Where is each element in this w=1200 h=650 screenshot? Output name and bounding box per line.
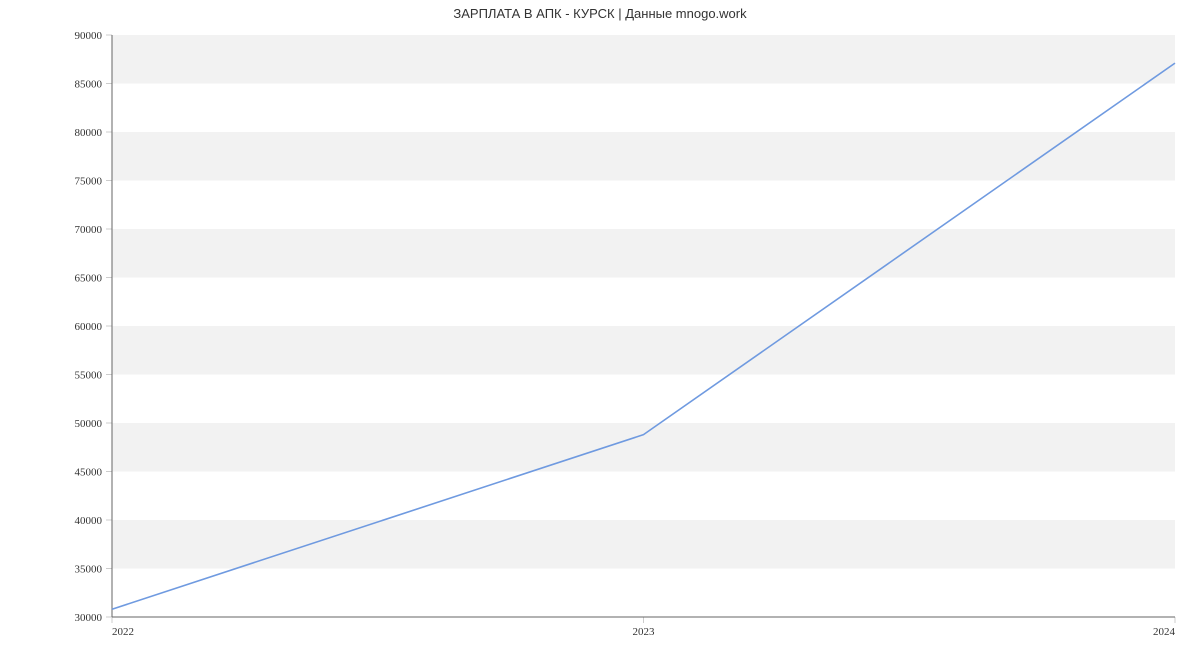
y-tick-label: 85000 — [75, 79, 103, 91]
y-tick-label: 50000 — [75, 418, 103, 430]
y-tick-label: 55000 — [75, 370, 103, 382]
y-tick-label: 45000 — [75, 467, 103, 479]
y-tick-label: 65000 — [75, 273, 103, 285]
x-tick-label: 2024 — [1153, 626, 1176, 638]
y-tick-label: 80000 — [75, 127, 103, 139]
y-tick-label: 35000 — [75, 564, 103, 576]
y-tick-label: 30000 — [75, 612, 103, 624]
y-tick-label: 60000 — [75, 321, 103, 333]
x-tick-label: 2022 — [112, 626, 134, 638]
x-tick-label: 2023 — [633, 626, 656, 638]
y-tick-label: 75000 — [75, 176, 103, 188]
chart-container: ЗАРПЛАТА В АПК - КУРСК | Данные mnogo.wo… — [0, 0, 1200, 650]
y-tick-label: 90000 — [75, 30, 103, 42]
chart-title: ЗАРПЛАТА В АПК - КУРСК | Данные mnogo.wo… — [0, 6, 1200, 21]
y-tick-label: 70000 — [75, 224, 103, 236]
y-tick-label: 40000 — [75, 515, 103, 527]
chart-svg: 30000 35000 40000 45000 50000 55000 60000 65000… — [0, 0, 1200, 650]
